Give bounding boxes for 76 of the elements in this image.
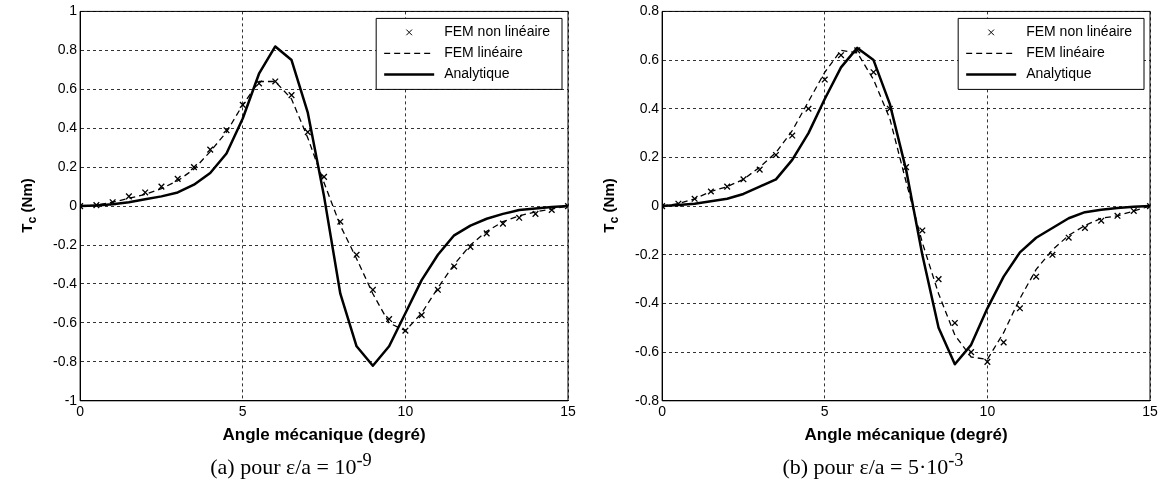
point xyxy=(223,126,230,134)
point xyxy=(918,226,926,234)
x-tick-label: 5 xyxy=(820,403,829,420)
y-tick-label: 1 xyxy=(69,2,78,19)
point xyxy=(1032,273,1040,281)
point xyxy=(109,198,117,206)
point xyxy=(739,175,747,183)
point xyxy=(450,262,458,270)
y-tick-label: -1 xyxy=(64,391,78,408)
legend-label: FEM non linéaire xyxy=(444,23,551,40)
x-tick-label: 15 xyxy=(560,403,576,420)
point xyxy=(418,311,426,319)
x-tick-label: 10 xyxy=(397,403,414,420)
point xyxy=(125,192,133,200)
point xyxy=(141,188,149,196)
point xyxy=(239,101,247,109)
legend-label: Analytique xyxy=(1026,65,1092,82)
y-tick-label: 0.8 xyxy=(639,2,660,19)
x-tick-label: 5 xyxy=(238,403,247,420)
x-axis-title: Angle mécanique (degré) xyxy=(804,425,1008,445)
x-tick-label: 10 xyxy=(979,403,996,420)
point xyxy=(92,201,100,209)
point xyxy=(983,358,991,366)
point xyxy=(756,166,764,174)
text: (b) pour ε/a = 5·10$^{-3}$ xyxy=(781,450,965,481)
y-tick-label: 0 xyxy=(69,196,78,213)
point xyxy=(837,51,845,59)
y-tick-label: -0.6 xyxy=(53,313,78,330)
y-tick-label: 0.4 xyxy=(57,119,78,136)
legend-label: Analytique xyxy=(444,65,510,82)
x-tick-label: 15 xyxy=(1142,403,1158,420)
point xyxy=(255,79,263,87)
y-tick-label: -0.2 xyxy=(635,245,660,262)
point xyxy=(466,243,474,251)
point xyxy=(174,175,182,183)
y-tick-label: -0.6 xyxy=(635,342,660,359)
point xyxy=(1114,212,1121,220)
point xyxy=(353,251,361,259)
point xyxy=(870,68,878,76)
y-tick-label: 0.2 xyxy=(57,158,78,175)
point xyxy=(304,128,312,136)
point xyxy=(1016,304,1024,312)
y-tick-label: -0.8 xyxy=(635,391,660,408)
point xyxy=(190,163,198,171)
x-axis-title: Angle mécanique (degré) xyxy=(222,425,426,445)
y-tick-label: 0.6 xyxy=(57,80,78,97)
point xyxy=(821,76,829,84)
point xyxy=(288,91,296,99)
y-tick-label: 0 xyxy=(651,196,660,213)
text: (a) pour ε/a = 10$^{-9}$ xyxy=(209,450,373,481)
point xyxy=(691,195,699,203)
point xyxy=(385,315,393,323)
legend-label: FEM non linéaire xyxy=(1026,23,1133,40)
legend-label: FEM linéaire xyxy=(444,44,523,61)
point xyxy=(723,183,731,191)
point xyxy=(707,188,715,195)
y-tick-label: -0.4 xyxy=(53,274,78,291)
point xyxy=(788,132,796,139)
point xyxy=(206,146,214,154)
point xyxy=(271,78,279,85)
y-tick-label: 0.6 xyxy=(639,50,660,67)
point xyxy=(935,275,943,283)
y-tick-label: -0.4 xyxy=(635,294,660,311)
point xyxy=(1130,207,1138,215)
point xyxy=(1048,251,1056,259)
legend-label: FEM linéaire xyxy=(1026,44,1105,61)
y-tick-label: -0.8 xyxy=(53,352,78,369)
point xyxy=(1097,217,1105,225)
y-tick-label: 0.8 xyxy=(57,41,78,58)
y-tick-label: 0.4 xyxy=(639,99,660,116)
point xyxy=(499,220,507,228)
y-tick-label: -0.2 xyxy=(53,235,78,252)
point xyxy=(532,210,539,218)
point xyxy=(902,163,910,171)
point xyxy=(805,105,812,113)
y-tick-label: 0.2 xyxy=(639,148,660,165)
